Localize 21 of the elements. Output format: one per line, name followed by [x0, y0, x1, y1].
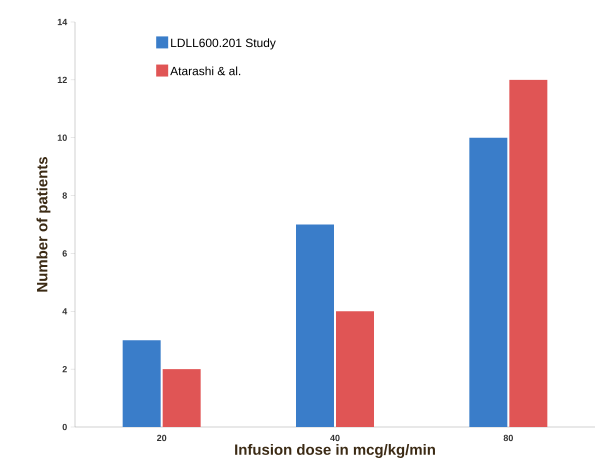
legend-label: Atarashi & al.	[170, 66, 240, 76]
y-tick-label: 2	[62, 366, 67, 372]
x-tick-label: 40	[330, 434, 340, 442]
bar	[469, 138, 508, 427]
y-tick-label: 10	[58, 134, 67, 141]
y-tick-label: 4	[62, 308, 68, 314]
bar	[509, 80, 548, 427]
x-tick-label: 80	[504, 434, 513, 442]
legend-label: LDLL600.201 Study	[171, 38, 276, 50]
bar	[296, 224, 334, 427]
y-tick-label: 14	[58, 18, 68, 26]
y-tick-label: 12	[58, 76, 67, 83]
y-tick-label: 6	[62, 250, 67, 257]
y-axis-title: Number of patients	[36, 157, 50, 292]
x-axis-title: Infusion dose in mcg/kg/min	[235, 444, 435, 458]
bar	[162, 369, 201, 427]
x-tick-label: 20	[156, 434, 166, 442]
bar	[122, 340, 161, 427]
y-tick-label: 0	[62, 424, 67, 430]
y-tick-label: 8	[62, 192, 67, 199]
bar	[336, 311, 374, 427]
